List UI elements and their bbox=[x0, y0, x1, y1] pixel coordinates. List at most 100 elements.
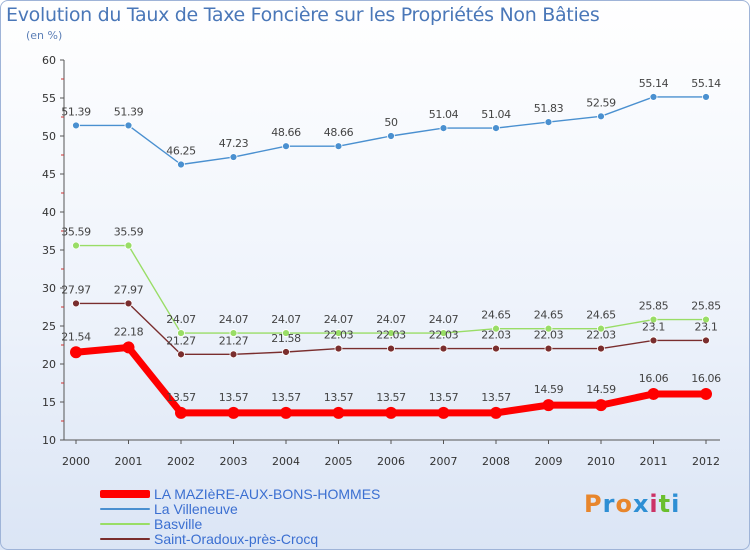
data-point bbox=[597, 112, 605, 121]
data-label: 48.66 bbox=[324, 126, 354, 139]
brand-letter: o bbox=[615, 490, 633, 518]
data-point bbox=[702, 336, 710, 345]
data-point bbox=[542, 399, 555, 412]
data-label: 13.57 bbox=[219, 391, 249, 404]
data-label: 51.04 bbox=[429, 108, 459, 121]
data-label: 22.18 bbox=[114, 325, 144, 338]
data-point bbox=[122, 341, 135, 354]
page-title: Evolution du Taux de Taxe Foncière sur l… bbox=[6, 4, 600, 26]
data-point bbox=[124, 241, 133, 250]
legend-label: Basville bbox=[154, 515, 203, 532]
data-point bbox=[490, 406, 502, 419]
legend-item-basville: Basville bbox=[100, 515, 380, 532]
brand-letter: t bbox=[658, 490, 672, 518]
data-point bbox=[649, 336, 658, 345]
data-label: 24.07 bbox=[429, 313, 459, 326]
brand-letter: i bbox=[671, 490, 681, 518]
data-label: 16.06 bbox=[639, 372, 669, 385]
y-tick-label: 60 bbox=[42, 54, 56, 67]
data-label: 48.66 bbox=[271, 126, 301, 139]
legend-swatch bbox=[100, 522, 150, 525]
data-label: 13.57 bbox=[324, 391, 354, 404]
x-tick-label: 2005 bbox=[325, 455, 353, 468]
data-label: 51.83 bbox=[534, 102, 564, 115]
data-point bbox=[387, 344, 395, 353]
legend-item-saint-oradoux: Saint-Oradoux-près-Crocq bbox=[100, 531, 380, 547]
data-point bbox=[387, 329, 395, 337]
data-label: 51.04 bbox=[481, 108, 511, 121]
brand-letter: i bbox=[649, 490, 659, 518]
data-point bbox=[124, 299, 133, 308]
data-label: 35.59 bbox=[61, 226, 91, 239]
x-tick-label: 2007 bbox=[430, 455, 458, 468]
data-point bbox=[334, 344, 343, 353]
data-point bbox=[702, 315, 710, 324]
data-point bbox=[385, 406, 397, 419]
y-unit-label: (en %) bbox=[26, 29, 63, 42]
data-point bbox=[229, 329, 238, 337]
data-label: 24.65 bbox=[481, 309, 511, 322]
data-label: 24.07 bbox=[166, 313, 196, 326]
legend-swatch bbox=[100, 537, 150, 540]
data-point bbox=[280, 406, 292, 419]
data-point bbox=[702, 93, 710, 101]
data-point bbox=[282, 329, 290, 337]
x-tick-label: 2002 bbox=[167, 455, 195, 468]
data-label: 24.07 bbox=[271, 313, 301, 326]
data-label: 22.03 bbox=[376, 329, 406, 342]
data-point bbox=[282, 348, 290, 356]
data-point bbox=[647, 387, 660, 400]
data-label: 14.59 bbox=[534, 383, 564, 396]
data-label: 22.03 bbox=[324, 329, 354, 342]
data-point bbox=[175, 406, 187, 419]
data-label: 22.03 bbox=[586, 329, 616, 342]
data-label: 13.57 bbox=[429, 391, 459, 404]
brand-letter: P bbox=[584, 490, 603, 518]
x-tick-label: 2000 bbox=[62, 455, 90, 468]
data-label: 16.06 bbox=[691, 372, 721, 385]
y-tick-label: 45 bbox=[42, 168, 56, 181]
data-point bbox=[437, 406, 450, 419]
brand-letter: x bbox=[632, 490, 650, 518]
y-tick-label: 15 bbox=[42, 396, 56, 409]
data-label: 24.65 bbox=[586, 309, 616, 322]
data-label: 27.97 bbox=[61, 283, 91, 296]
data-label: 13.57 bbox=[481, 391, 511, 404]
data-point bbox=[649, 93, 658, 101]
data-point bbox=[229, 350, 238, 359]
data-label: 35.59 bbox=[114, 226, 144, 239]
data-label: 22.03 bbox=[534, 329, 564, 342]
data-point bbox=[492, 344, 500, 353]
brand-letter: r bbox=[602, 490, 616, 518]
data-label: 21.27 bbox=[219, 334, 249, 347]
data-point bbox=[492, 124, 500, 132]
data-point bbox=[595, 399, 607, 412]
data-label: 21.27 bbox=[166, 334, 196, 347]
data-point bbox=[72, 121, 80, 130]
data-point bbox=[700, 387, 712, 400]
data-point bbox=[597, 324, 605, 333]
data-point bbox=[282, 142, 290, 151]
legend-label: La Villeneuve bbox=[154, 500, 238, 517]
y-tick-label: 10 bbox=[42, 434, 56, 447]
y-tick-label: 35 bbox=[42, 244, 56, 257]
data-point bbox=[177, 329, 185, 337]
line-chart: 10 15 20 25 30 35 40 45 50 55 60 2000 2001 2002 2003 20… bbox=[42, 54, 722, 468]
data-point bbox=[72, 241, 80, 250]
y-tick-label: 20 bbox=[42, 358, 56, 371]
data-label: 23.1 bbox=[695, 320, 718, 333]
data-label: 13.57 bbox=[166, 391, 196, 404]
data-label: 46.25 bbox=[166, 145, 196, 158]
data-label: 22.03 bbox=[429, 329, 459, 342]
data-point bbox=[177, 350, 185, 359]
data-point bbox=[544, 324, 553, 333]
data-label: 21.58 bbox=[271, 332, 301, 345]
legend-swatch bbox=[100, 507, 150, 510]
data-point bbox=[649, 315, 658, 324]
legend-label: LA MAZIèRE-AUX-BONS-HOMMES bbox=[154, 485, 381, 502]
x-tick-label: 2011 bbox=[640, 455, 668, 468]
x-tick-label: 2006 bbox=[377, 455, 405, 468]
data-point bbox=[334, 142, 343, 151]
data-label: 51.39 bbox=[114, 105, 144, 118]
data-point bbox=[544, 118, 553, 126]
